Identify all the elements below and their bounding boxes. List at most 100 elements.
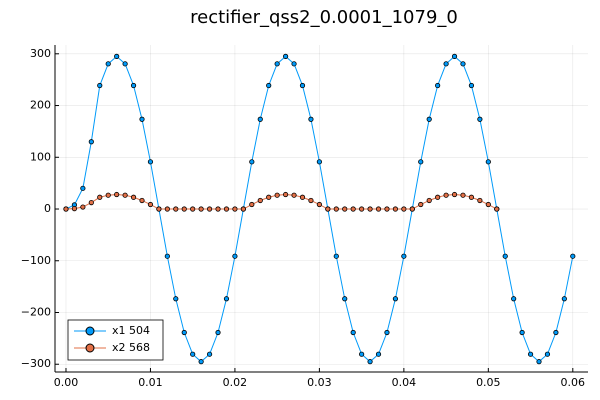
data-point xyxy=(257,116,263,122)
data-point xyxy=(223,206,230,212)
data-point xyxy=(325,206,331,212)
data-point xyxy=(274,192,280,198)
data-point xyxy=(147,201,154,208)
legend: x1 504 x2 568 xyxy=(67,319,164,361)
data-point xyxy=(105,61,111,67)
data-point xyxy=(561,296,567,302)
data-point xyxy=(80,204,86,210)
legend-label: x2 568 xyxy=(112,341,150,354)
data-point xyxy=(435,194,441,200)
data-point xyxy=(164,206,170,212)
data-point xyxy=(375,206,382,212)
data-point xyxy=(130,194,137,200)
y-tick-label: 100 xyxy=(30,150,51,163)
data-point xyxy=(468,194,475,200)
data-point xyxy=(291,61,297,67)
data-point xyxy=(114,53,120,59)
data-point xyxy=(485,201,491,208)
data-point xyxy=(342,296,348,302)
data-point xyxy=(460,61,466,67)
data-point xyxy=(122,192,128,198)
data-point xyxy=(232,206,238,212)
data-point xyxy=(308,197,314,204)
data-point xyxy=(283,191,289,198)
data-point xyxy=(71,206,78,212)
data-point xyxy=(401,206,407,212)
data-point xyxy=(511,296,517,302)
x-tick-label: 0.06 xyxy=(561,376,586,389)
data-point xyxy=(190,351,196,357)
data-point xyxy=(88,139,94,145)
data-point xyxy=(426,116,432,122)
data-point xyxy=(342,206,348,212)
y-tick-label: −300 xyxy=(21,357,51,370)
data-point xyxy=(198,206,204,212)
y-tick-label: −200 xyxy=(21,305,51,318)
data-point xyxy=(266,194,272,200)
data-point xyxy=(114,191,120,198)
x-tick-label: 0.03 xyxy=(307,376,332,389)
data-point xyxy=(418,159,424,165)
data-point xyxy=(156,206,162,212)
data-point xyxy=(367,206,373,212)
data-point xyxy=(468,82,475,89)
legend-box xyxy=(67,319,164,361)
data-point xyxy=(266,82,272,89)
data-point xyxy=(384,206,390,212)
data-point xyxy=(359,206,365,212)
data-point xyxy=(384,329,390,336)
data-point xyxy=(232,253,238,259)
data-point xyxy=(198,359,204,365)
data-point xyxy=(164,253,170,259)
data-point xyxy=(426,197,432,204)
data-point xyxy=(97,194,103,200)
data-point xyxy=(299,194,306,200)
data-point xyxy=(536,359,542,365)
data-point xyxy=(570,253,576,259)
chart-title: rectifier_qss2_0.0001_1079_0 xyxy=(190,7,458,28)
data-point xyxy=(299,82,306,89)
data-point xyxy=(477,116,483,122)
data-point xyxy=(181,206,187,212)
data-point xyxy=(105,192,111,198)
data-point xyxy=(350,329,356,336)
x-tick-label: 0.04 xyxy=(392,376,417,389)
data-point xyxy=(519,329,525,336)
data-point xyxy=(435,82,441,89)
data-point xyxy=(527,351,534,357)
data-point xyxy=(80,185,86,191)
data-point xyxy=(139,116,145,122)
data-point xyxy=(215,329,221,336)
data-point xyxy=(367,359,373,365)
data-point xyxy=(333,206,339,212)
data-point xyxy=(291,192,297,198)
data-point xyxy=(359,351,365,357)
data-point xyxy=(283,53,289,59)
data-point xyxy=(206,351,213,357)
data-point xyxy=(375,351,382,357)
data-point xyxy=(544,351,551,357)
data-point xyxy=(333,253,339,259)
data-point xyxy=(223,296,230,302)
legend-marker xyxy=(85,343,95,353)
data-point xyxy=(88,200,94,206)
x-tick-label: 0.00 xyxy=(54,376,79,389)
data-point xyxy=(553,329,559,336)
data-point xyxy=(494,206,500,212)
data-point xyxy=(308,116,314,122)
data-point xyxy=(147,159,154,165)
data-point xyxy=(502,253,508,259)
data-point xyxy=(139,197,145,204)
data-point xyxy=(130,82,137,89)
data-point xyxy=(316,159,322,165)
data-point xyxy=(63,206,69,212)
series-line xyxy=(65,194,498,210)
y-tick-label: −100 xyxy=(21,254,51,267)
data-point xyxy=(451,53,458,59)
data-point xyxy=(443,61,449,67)
data-point xyxy=(240,206,246,212)
data-point xyxy=(122,61,128,67)
data-point xyxy=(249,159,255,165)
data-point xyxy=(190,206,196,212)
